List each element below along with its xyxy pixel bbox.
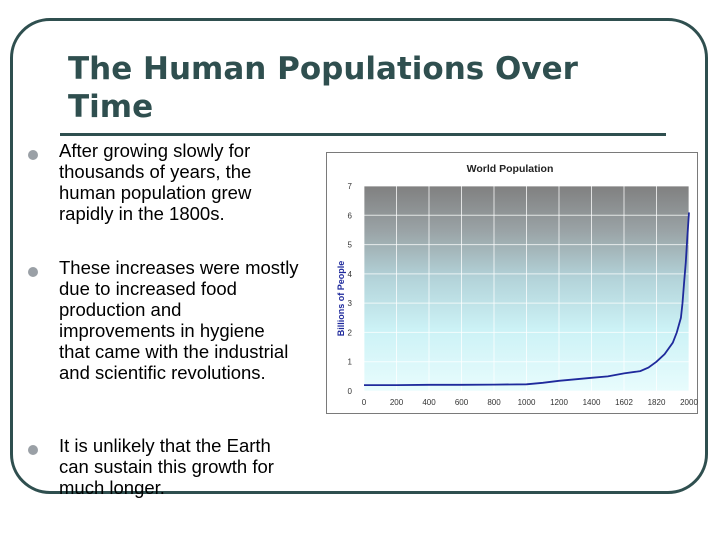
- x-tick-label: 0: [362, 398, 367, 407]
- x-tick-label: 1000: [518, 398, 536, 407]
- slide-title: The Human Populations Over Time: [68, 51, 578, 125]
- y-tick-label: 7: [348, 182, 353, 191]
- slide-frame: [10, 18, 708, 494]
- x-tick-label: 200: [390, 398, 404, 407]
- y-tick-label: 1: [348, 358, 353, 367]
- bullet-text: After growing slowly for thousands of ye…: [59, 140, 252, 224]
- grid-lines: [363, 185, 690, 392]
- x-tick-label: 1820: [648, 398, 666, 407]
- x-tick-label: 800: [487, 398, 501, 407]
- chart-title: World Population: [467, 163, 554, 175]
- y-tick-label: 0: [348, 387, 353, 396]
- bullet-text: These increases were mostly due to incre…: [59, 257, 299, 383]
- bullet-dot-icon: [28, 150, 38, 160]
- y-tick-label: 3: [348, 299, 353, 308]
- y-tick-label: 2: [348, 328, 353, 337]
- bullet-dot-icon: [28, 267, 38, 277]
- x-tick-label: 400: [422, 398, 436, 407]
- x-tick-label: 1400: [583, 398, 601, 407]
- title-underline: [60, 133, 666, 136]
- y-tick-label: 6: [348, 211, 353, 220]
- y-axis-label: Billions of People: [336, 261, 346, 337]
- bullet-text: It is unlikely that the Earth can sustai…: [59, 435, 274, 498]
- x-tick-label: 600: [455, 398, 469, 407]
- bullet-dot-icon: [28, 445, 38, 455]
- chart-svg: World Population 0 200 400 600 800 1000 1200 14…: [336, 163, 699, 407]
- x-tick-label: 1200: [550, 398, 568, 407]
- series-line-world-population: [364, 212, 690, 386]
- y-tick-label: 5: [348, 241, 353, 250]
- world-population-chart: World Population 0 200 400 600 800 1000 1200 14…: [326, 152, 698, 414]
- tick-labels: 0 200 400 600 800 1000 1200 1400 1602 1820 2000 0 1 2…: [348, 182, 699, 407]
- y-tick-label: 4: [348, 270, 353, 279]
- x-tick-label: 1602: [615, 398, 633, 407]
- x-tick-label: 2000: [680, 398, 698, 407]
